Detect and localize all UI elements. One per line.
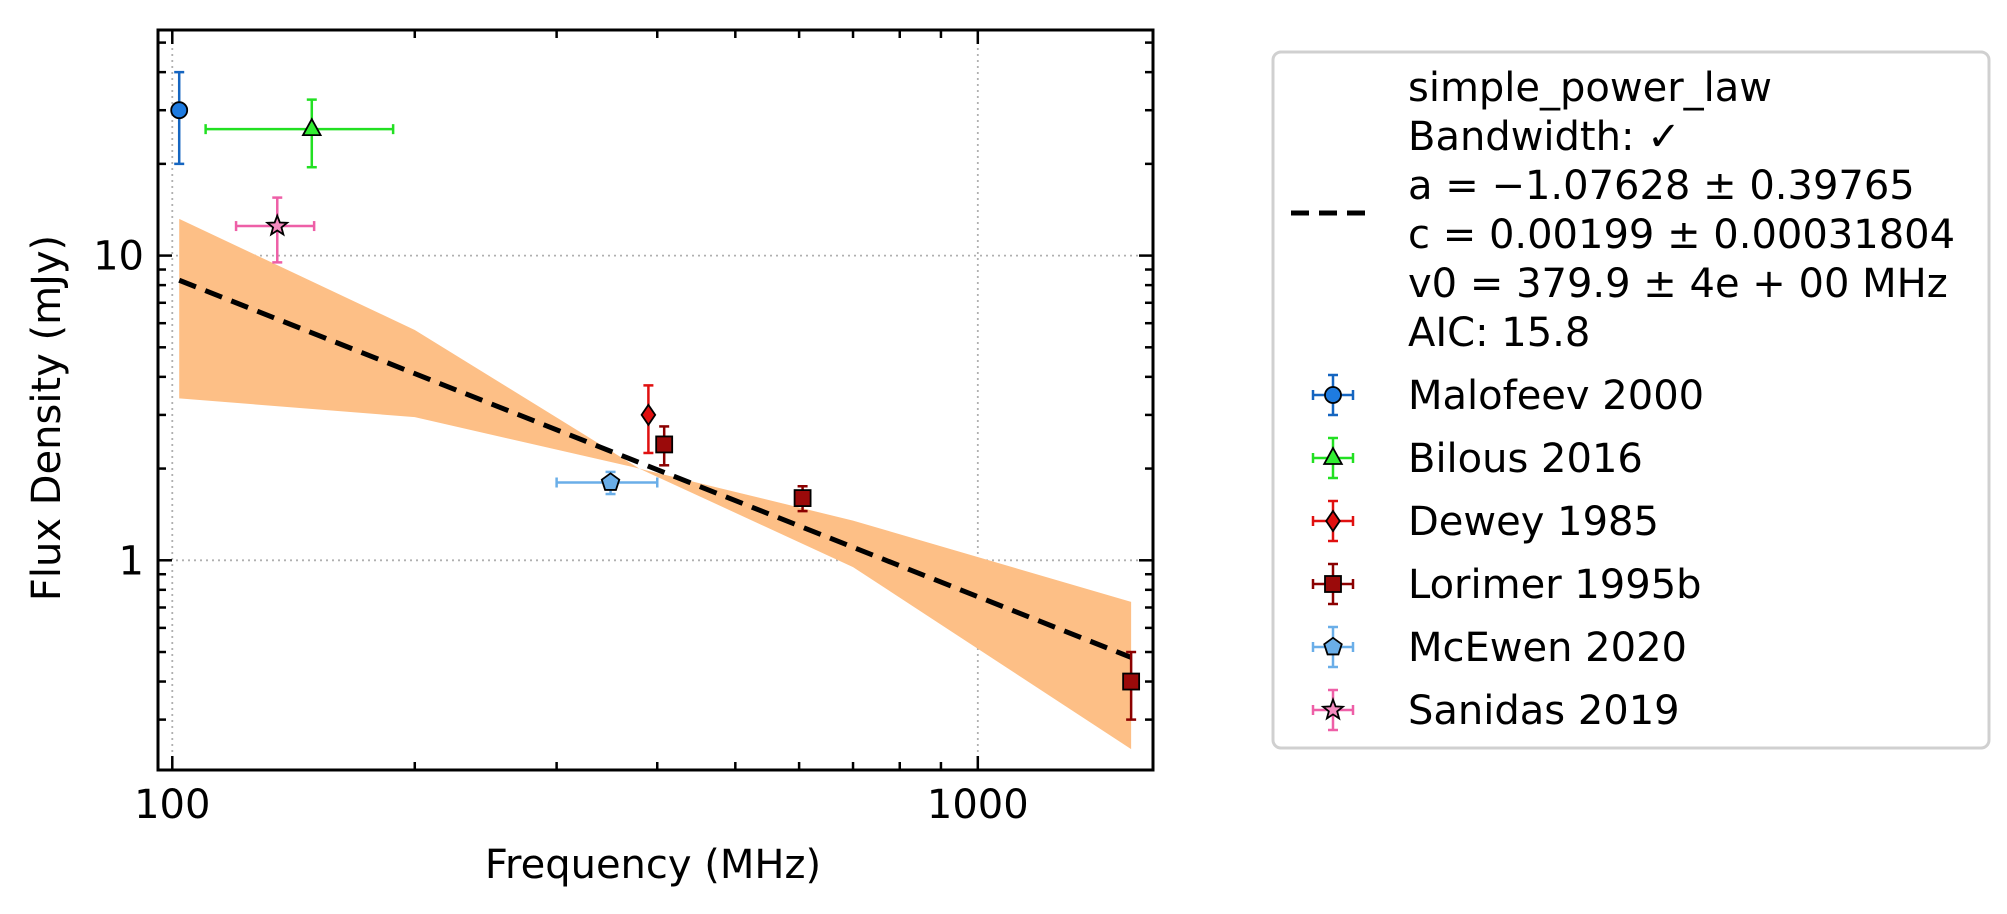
legend-item: Sanidas 2019 [1311, 688, 1680, 734]
legend-marker [1322, 446, 1344, 465]
axes-layer [156, 28, 1155, 772]
legend-item: Dewey 1985 [1311, 499, 1659, 545]
legend-fit-text-line: simple_power_law [1408, 65, 1772, 111]
legend-item: McEwen 2020 [1311, 625, 1687, 671]
y-tick-label: 10 [93, 234, 144, 280]
data-point [655, 435, 674, 454]
data-point [640, 403, 657, 427]
legend-label: Sanidas 2019 [1408, 688, 1680, 734]
legend-label: Lorimer 1995b [1408, 562, 1702, 608]
legend-frame [1271, 50, 1991, 750]
fit-line [178, 277, 1133, 660]
legend-fit-text-line: Bandwidth: ✓ [1408, 114, 1681, 160]
legend-marker [1324, 575, 1342, 593]
data-point [1122, 672, 1141, 691]
data-point [170, 101, 189, 120]
legend-marker [1320, 697, 1346, 721]
legend-fit-text-line: c = 0.00199 ± 0.00031804 [1408, 212, 1955, 258]
x-tick-label: 1000 [927, 782, 1029, 828]
plot-frame [156, 28, 1155, 772]
legend-fit-text-line: v0 = 379.9 ± 4e + 00 MHz [1408, 261, 1948, 307]
legend-series-entries: Malofeev 2000 Bilous 2016 Dewey 1985 Lorime… [1311, 373, 1704, 734]
x-tick-label: 100 [134, 782, 210, 828]
legend-label: Dewey 1985 [1408, 499, 1659, 545]
legend-fit-text-line: AIC: 15.8 [1408, 310, 1590, 356]
data-point [264, 213, 290, 237]
legend-item: Lorimer 1995b [1311, 562, 1702, 608]
tick-label-layer: 100 1000 1 10 [93, 234, 1029, 828]
legend-fit-text-line: a = −1.07628 ± 0.39765 [1408, 163, 1915, 209]
y-axis-label: Flux Density (mJy) [24, 235, 70, 601]
fit-line-layer [178, 277, 1133, 660]
legend-item: Malofeev 2000 [1311, 373, 1704, 419]
legend-marker [1325, 509, 1341, 533]
legend-label: Malofeev 2000 [1408, 373, 1704, 419]
marker-layer [170, 101, 1141, 691]
x-axis-label: Frequency (MHz) [485, 842, 821, 888]
legend-label: McEwen 2020 [1408, 625, 1687, 671]
y-tick-label: 1 [119, 538, 144, 584]
legend-label: Bilous 2016 [1408, 436, 1643, 482]
fit-band-layer [179, 218, 1132, 750]
data-point [301, 117, 323, 137]
data-point [600, 472, 621, 491]
legend-item: Bilous 2016 [1311, 436, 1643, 482]
data-point [793, 489, 812, 507]
legend-marker [1323, 636, 1343, 656]
fit-confidence-band [179, 218, 1132, 750]
legend-marker [1324, 386, 1342, 404]
